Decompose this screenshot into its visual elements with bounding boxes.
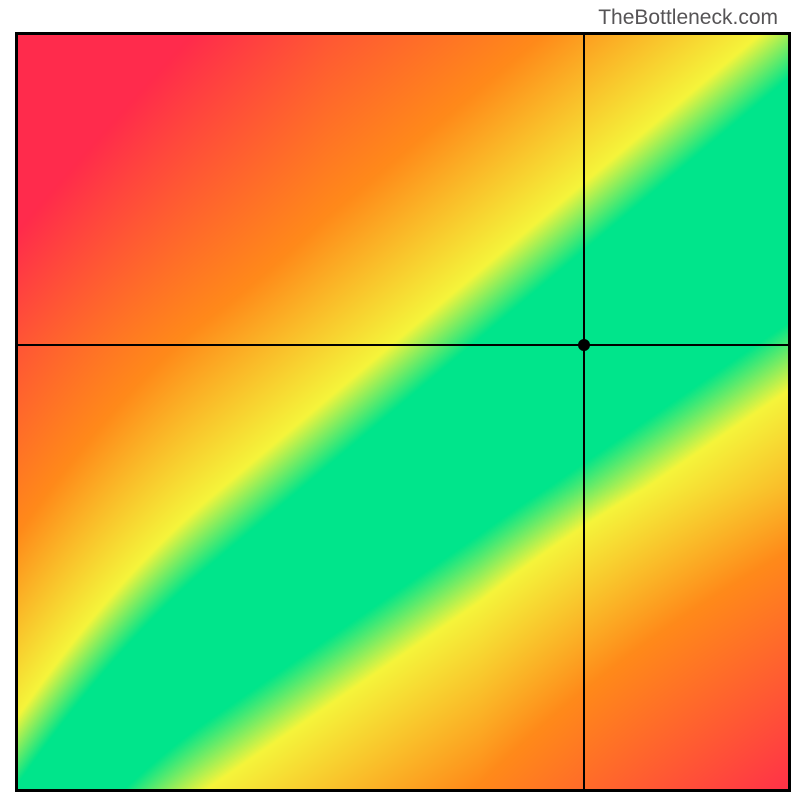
bottleneck-heatmap bbox=[15, 32, 791, 792]
heatmap-canvas bbox=[18, 35, 788, 789]
chart-container: TheBottleneck.com bbox=[0, 0, 800, 800]
crosshair-marker bbox=[578, 339, 590, 351]
crosshair-horizontal bbox=[18, 344, 788, 346]
watermark-text: TheBottleneck.com bbox=[598, 6, 778, 30]
crosshair-vertical bbox=[583, 35, 585, 789]
